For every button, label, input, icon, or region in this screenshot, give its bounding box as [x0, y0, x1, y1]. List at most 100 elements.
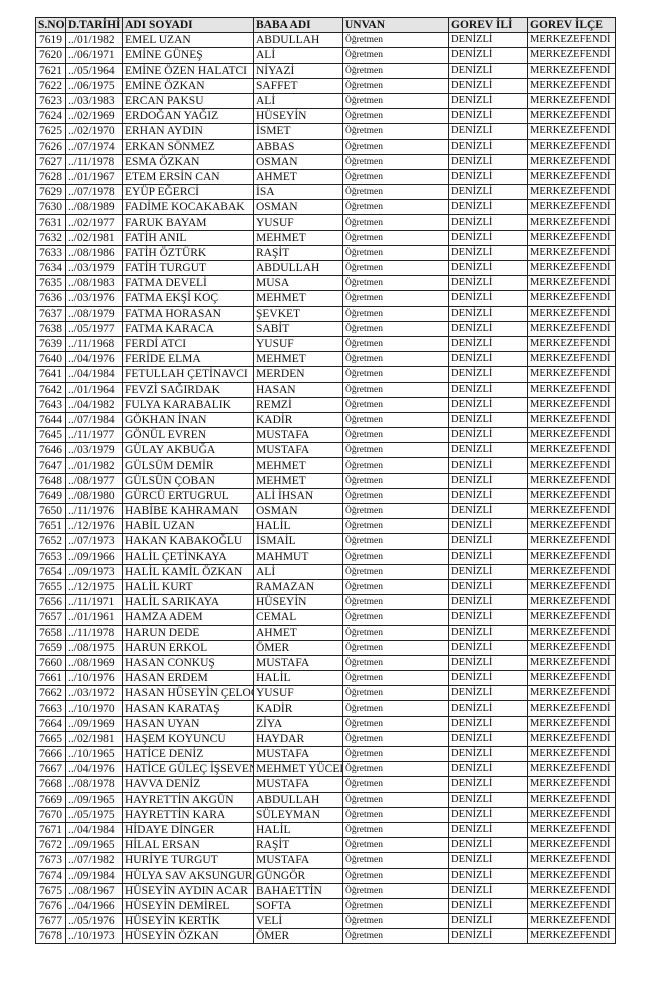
cell-duty-province: DENİZLİ: [448, 396, 528, 413]
cell-sno: 7629: [35, 184, 66, 201]
cell-duty-province: DENİZLİ: [448, 199, 528, 216]
cell-birth-date: ../07/1973: [65, 533, 123, 550]
cell-father-name: VELİ: [253, 913, 343, 930]
cell-full-name: HÜSEYİN ÖZKAN: [122, 928, 254, 945]
cell-father-name: YUSUF: [253, 335, 343, 353]
cell-sno: 7632: [35, 229, 66, 246]
cell-duty-district: MERKEZEFENDİ: [527, 654, 616, 672]
cell-birth-date: ../11/1978: [65, 153, 123, 170]
cell-duty-province: DENİZLİ: [448, 594, 528, 611]
cell-sno: 7621: [35, 62, 66, 79]
cell-title: Öğretmen: [342, 108, 449, 125]
table-row: 7627 ../11/1978 ESMA ÖZKAN OSMAN Öğretmen DEN…: [35, 153, 616, 170]
cell-duty-district: MERKEZEFENDİ: [527, 411, 616, 429]
cell-full-name: EMİNE ÖZEN HALATCI: [122, 62, 254, 79]
table-row: 7645 ../11/1977 GÖNÜL EVREN MUSTAFA Öğretmen…: [35, 427, 616, 444]
cell-duty-district: MERKEZEFENDİ: [527, 852, 616, 869]
table-row: 7671 ../04/1984 HİDAYE DİNGER HALİL Öğretmen…: [35, 821, 616, 839]
cell-duty-district: MERKEZEFENDİ: [527, 730, 616, 748]
cell-duty-province: DENİZLİ: [448, 791, 528, 808]
cell-father-name: MEHMET: [253, 472, 343, 489]
cell-title: Öğretmen: [342, 351, 449, 368]
cell-birth-date: ../10/1970: [65, 700, 123, 717]
cell-full-name: HURİYE TURGUT: [122, 852, 254, 869]
cell-title: Öğretmen: [342, 427, 449, 444]
cell-duty-province: DENİZLİ: [448, 47, 528, 64]
cell-duty-district: MERKEZEFENDİ: [527, 578, 616, 596]
cell-duty-district: MERKEZEFENDİ: [527, 624, 616, 641]
cell-sno: 7654: [35, 563, 66, 580]
table-row: 7649 ../08/1980 GÜRCÜ ERTUGRUL ALİ İHSAN Öğr…: [35, 487, 616, 505]
cell-duty-province: DENİZLİ: [448, 882, 528, 899]
cell-sno: 7669: [35, 791, 66, 808]
cell-full-name: HATİCE GÜLEÇ İŞSEVEN: [122, 761, 254, 778]
cell-sno: 7638: [35, 320, 66, 337]
cell-father-name: HALİL: [253, 821, 343, 839]
cell-duty-district: MERKEZEFENDİ: [527, 700, 616, 717]
cell-sno: 7658: [35, 624, 66, 641]
table-row: 7641 ../04/1984 FETULLAH ÇETİNAVCI MERDEN Öğ…: [35, 366, 616, 383]
cell-full-name: HALİL KURT: [122, 578, 254, 596]
cell-duty-province: DENİZLİ: [448, 837, 528, 854]
cell-duty-district: MERKEZEFENDİ: [527, 138, 616, 155]
cell-birth-date: ../02/1981: [65, 730, 123, 748]
cell-father-name: MEHMET: [253, 457, 343, 474]
cell-duty-district: MERKEZEFENDİ: [527, 518, 616, 535]
table-row: 7631 ../02/1977 FARUK BAYAM YUSUF Öğretmen DE…: [35, 214, 616, 231]
cell-full-name: FERİDE ELMA: [122, 351, 254, 368]
cell-father-name: ABDULLAH: [253, 259, 343, 277]
cell-title: Öğretmen: [342, 199, 449, 216]
cell-title: Öğretmen: [342, 715, 449, 732]
cell-full-name: EMEL UZAN: [122, 32, 254, 49]
table-row: 7633 ../08/1986 FATİH ÖZTÜRK RAŞİT Öğretmen D…: [35, 244, 616, 262]
cell-birth-date: ../08/1989: [65, 199, 123, 216]
cell-birth-date: ../12/1976: [65, 518, 123, 535]
cell-duty-province: DENİZLİ: [448, 108, 528, 125]
cell-duty-province: DENİZLİ: [448, 259, 528, 277]
cell-title: Öğretmen: [342, 867, 449, 884]
cell-birth-date: ../11/1977: [65, 427, 123, 444]
cell-full-name: EYÜP EĞERCİ: [122, 184, 254, 201]
cell-title: Öğretmen: [342, 761, 449, 778]
cell-title: Öğretmen: [342, 624, 449, 641]
cell-father-name: ABBAS: [253, 138, 343, 155]
cell-duty-district: MERKEZEFENDİ: [527, 472, 616, 489]
cell-duty-district: MERKEZEFENDİ: [527, 639, 616, 656]
table-row: 7651 ../12/1976 HABİL UZAN HALİL Öğretmen DEN…: [35, 518, 616, 535]
cell-title: Öğretmen: [342, 594, 449, 611]
cell-father-name: ALİ İHSAN: [253, 487, 343, 505]
cell-full-name: HASAN UYAN: [122, 715, 254, 732]
cell-father-name: MUSTAFA: [253, 745, 343, 763]
cell-father-name: MUSTAFA: [253, 776, 343, 793]
cell-duty-province: DENİZLİ: [448, 654, 528, 672]
cell-father-name: RAŞİT: [253, 244, 343, 262]
cell-title: Öğretmen: [342, 92, 449, 110]
cell-birth-date: ../10/1965: [65, 745, 123, 763]
cell-father-name: HÜSEYİN: [253, 594, 343, 611]
cell-father-name: KADİR: [253, 700, 343, 717]
cell-father-name: MUSA: [253, 275, 343, 292]
cell-father-name: AHMET: [253, 168, 343, 186]
cell-full-name: HABİBE KAHRAMAN: [122, 502, 254, 520]
column-header-title: UNVAN: [342, 16, 449, 34]
table-row: 7629 ../07/1978 EYÜP EĞERCİ İSA Öğretmen DENİ…: [35, 184, 616, 201]
cell-duty-district: MERKEZEFENDİ: [527, 199, 616, 216]
cell-sno: 7644: [35, 411, 66, 429]
cell-title: Öğretmen: [342, 700, 449, 717]
cell-title: Öğretmen: [342, 305, 449, 322]
table-row: 7640 ../04/1976 FERİDE ELMA MEHMET Öğretmen D…: [35, 351, 616, 368]
cell-birth-date: ../02/1981: [65, 229, 123, 246]
cell-birth-date: ../07/1974: [65, 138, 123, 155]
cell-sno: 7641: [35, 366, 66, 383]
cell-father-name: YUSUF: [253, 685, 343, 702]
table-row: 7659 ../08/1975 HARUN ERKOL ÖMER Öğretmen DEN…: [35, 639, 616, 656]
cell-sno: 7623: [35, 92, 66, 110]
table-row: 7628 ../01/1967 ETEM ERSİN CAN AHMET Öğretme…: [35, 168, 616, 186]
cell-duty-district: MERKEZEFENDİ: [527, 381, 616, 398]
cell-father-name: OSMAN: [253, 153, 343, 170]
cell-sno: 7657: [35, 609, 66, 626]
table-row: 7632 ../02/1981 FATİH ANIL MEHMET Öğretmen DE…: [35, 229, 616, 246]
cell-title: Öğretmen: [342, 259, 449, 277]
cell-duty-province: DENİZLİ: [448, 685, 528, 702]
cell-title: Öğretmen: [342, 897, 449, 915]
